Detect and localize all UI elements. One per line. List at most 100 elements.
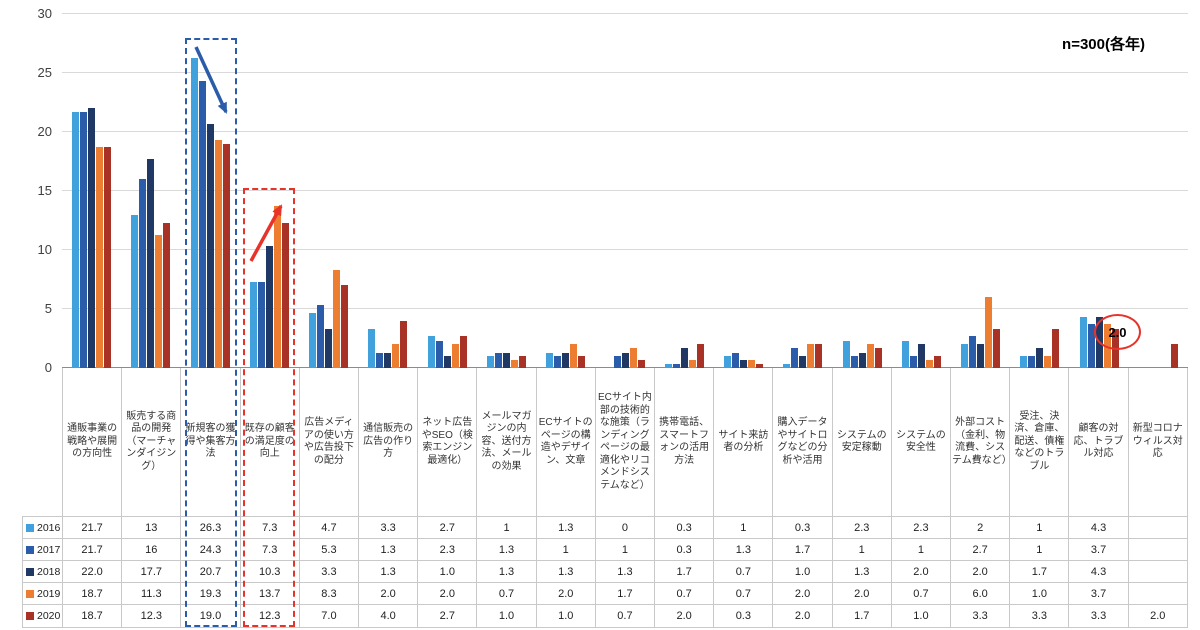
bar-group — [773, 14, 832, 368]
bar-2018 — [740, 359, 748, 368]
table-cell — [1129, 517, 1187, 538]
bar-2018 — [443, 356, 451, 368]
bar-2018 — [206, 123, 214, 368]
bar-group — [951, 14, 1010, 368]
category-label: 新規客の獲得や集客方法 — [181, 368, 241, 516]
series-legend-label: 2016 — [23, 517, 63, 538]
legend-swatch-icon — [26, 589, 34, 598]
gridline — [62, 249, 1188, 250]
category-label: 購入データやサイトログなどの分析や活用 — [773, 368, 833, 516]
bar-group — [121, 14, 180, 368]
table-cell: 2.7 — [951, 539, 1011, 560]
table-cell: 1 — [596, 539, 656, 560]
bar-2016 — [783, 364, 791, 368]
bar-2016 — [961, 344, 969, 368]
bar-2016 — [901, 340, 909, 368]
table-cell: 6.0 — [951, 583, 1011, 604]
bar-2016 — [427, 336, 435, 368]
bar-2019 — [96, 147, 104, 368]
y-tick-label: 5 — [44, 301, 52, 316]
bar-2019 — [570, 344, 578, 368]
category-label: メールマガジンの内容、送付方法、メールの効果 — [477, 368, 537, 516]
bar-2019 — [510, 359, 518, 368]
table-cell: 8.3 — [300, 583, 360, 604]
bar-2020 — [163, 222, 171, 368]
bar-2017 — [494, 352, 502, 368]
bar-2017 — [672, 364, 680, 368]
series-year-label: 2020 — [37, 610, 61, 622]
category-label: 外部コスト（金利、物流費、システム費など） — [951, 368, 1011, 516]
category-label: 受注、決済、倉庫、配送、債権などのトラブル — [1010, 368, 1070, 516]
bar-2020 — [104, 147, 112, 368]
table-row: 2020 18.7 12.3 19.0 12.3 7.0 4.0 2.7 1.0 1.0 0.7 2.… — [23, 605, 1187, 627]
bar-2017 — [791, 347, 799, 368]
legend-swatch-icon — [26, 612, 34, 620]
table-cell: 26.3 — [181, 517, 241, 538]
y-tick-label: 15 — [37, 183, 52, 198]
table-cell: 1.3 — [596, 561, 656, 582]
bar-2017 — [613, 356, 621, 368]
table-cell: 0.7 — [714, 583, 774, 604]
bar-2017 — [1028, 356, 1036, 368]
bar-group — [181, 14, 240, 368]
series-year-label: 2016 — [37, 521, 61, 534]
bar-2019 — [1044, 356, 1052, 368]
bar-group — [714, 14, 773, 368]
bar-2017 — [1087, 324, 1095, 368]
table-cell: 18.7 — [63, 583, 123, 604]
plot-area — [62, 13, 1188, 368]
bar-2016 — [309, 312, 317, 368]
table-cell: 4.7 — [300, 517, 360, 538]
table-cell: 1 — [833, 539, 892, 560]
y-tick-label: 30 — [37, 6, 52, 21]
bar-2020 — [874, 347, 882, 368]
table-cell: 13 — [122, 517, 182, 538]
bar-2018 — [621, 352, 629, 368]
table-cell: 1.0 — [1010, 583, 1070, 604]
table-cell: 1.3 — [477, 561, 537, 582]
bar-group — [418, 14, 477, 368]
bar-2018 — [384, 352, 392, 368]
table-cell: 3.3 — [1010, 605, 1070, 627]
table-row: 2016 21.7 13 26.3 7.3 4.7 3.3 2.7 1 1.3 0 0.3 1 0.3 2.… — [23, 517, 1187, 539]
gridline — [62, 131, 1188, 132]
table-cell: 1.7 — [833, 605, 892, 627]
table-cell: 3.3 — [359, 517, 419, 538]
table-cell: 11.3 — [122, 583, 182, 604]
table-cell: 4.3 — [1069, 517, 1129, 538]
table-cell: 19.3 — [181, 583, 241, 604]
table-cell: 1.0 — [477, 605, 537, 627]
table-cell: 1.7 — [596, 583, 656, 604]
table-cell: 1.3 — [833, 561, 892, 582]
table-row: 2019 18.7 11.3 19.3 13.7 8.3 2.0 2.0 0.7 2.0 1.7 0.… — [23, 583, 1187, 605]
category-label: 新型コロナウィルス対応 — [1129, 368, 1188, 516]
table-cell: 19.0 — [181, 605, 241, 627]
bar-2018 — [88, 108, 96, 368]
bar-2018 — [265, 246, 273, 368]
table-cell: 22.0 — [63, 561, 123, 582]
covid-value-label: 2.0 — [1108, 324, 1127, 340]
table-cell: 2.0 — [1150, 610, 1166, 622]
bar-2018 — [1036, 347, 1044, 368]
bar-2020 — [578, 356, 586, 368]
bar-2016 — [546, 352, 554, 368]
series-legend-label: 2017 — [23, 539, 63, 560]
category-label: 通信販売の広告の作り方 — [359, 368, 419, 516]
table-cell: 1.3 — [537, 561, 596, 582]
table-row: 2017 21.7 16 24.3 7.3 5.3 1.3 2.3 1.3 1 1 0.3 1.3 1.7… — [23, 539, 1187, 561]
bar-2016 — [72, 111, 80, 368]
table-cell: 0.7 — [655, 583, 715, 604]
bar-group — [595, 14, 654, 368]
bar-2017 — [198, 81, 206, 368]
table-cell — [1129, 583, 1187, 604]
table-cell: 5.3 — [300, 539, 360, 560]
table-cell: 1.3 — [359, 561, 419, 582]
bar-group — [477, 14, 536, 368]
table-cell: 1 — [537, 539, 596, 560]
bar-2018 — [858, 352, 866, 368]
bar-2016 — [486, 356, 494, 368]
bar-group — [62, 14, 121, 368]
bar-2018 — [680, 347, 688, 368]
series-year-label: 2017 — [37, 543, 61, 556]
bar-2019 — [629, 347, 637, 368]
